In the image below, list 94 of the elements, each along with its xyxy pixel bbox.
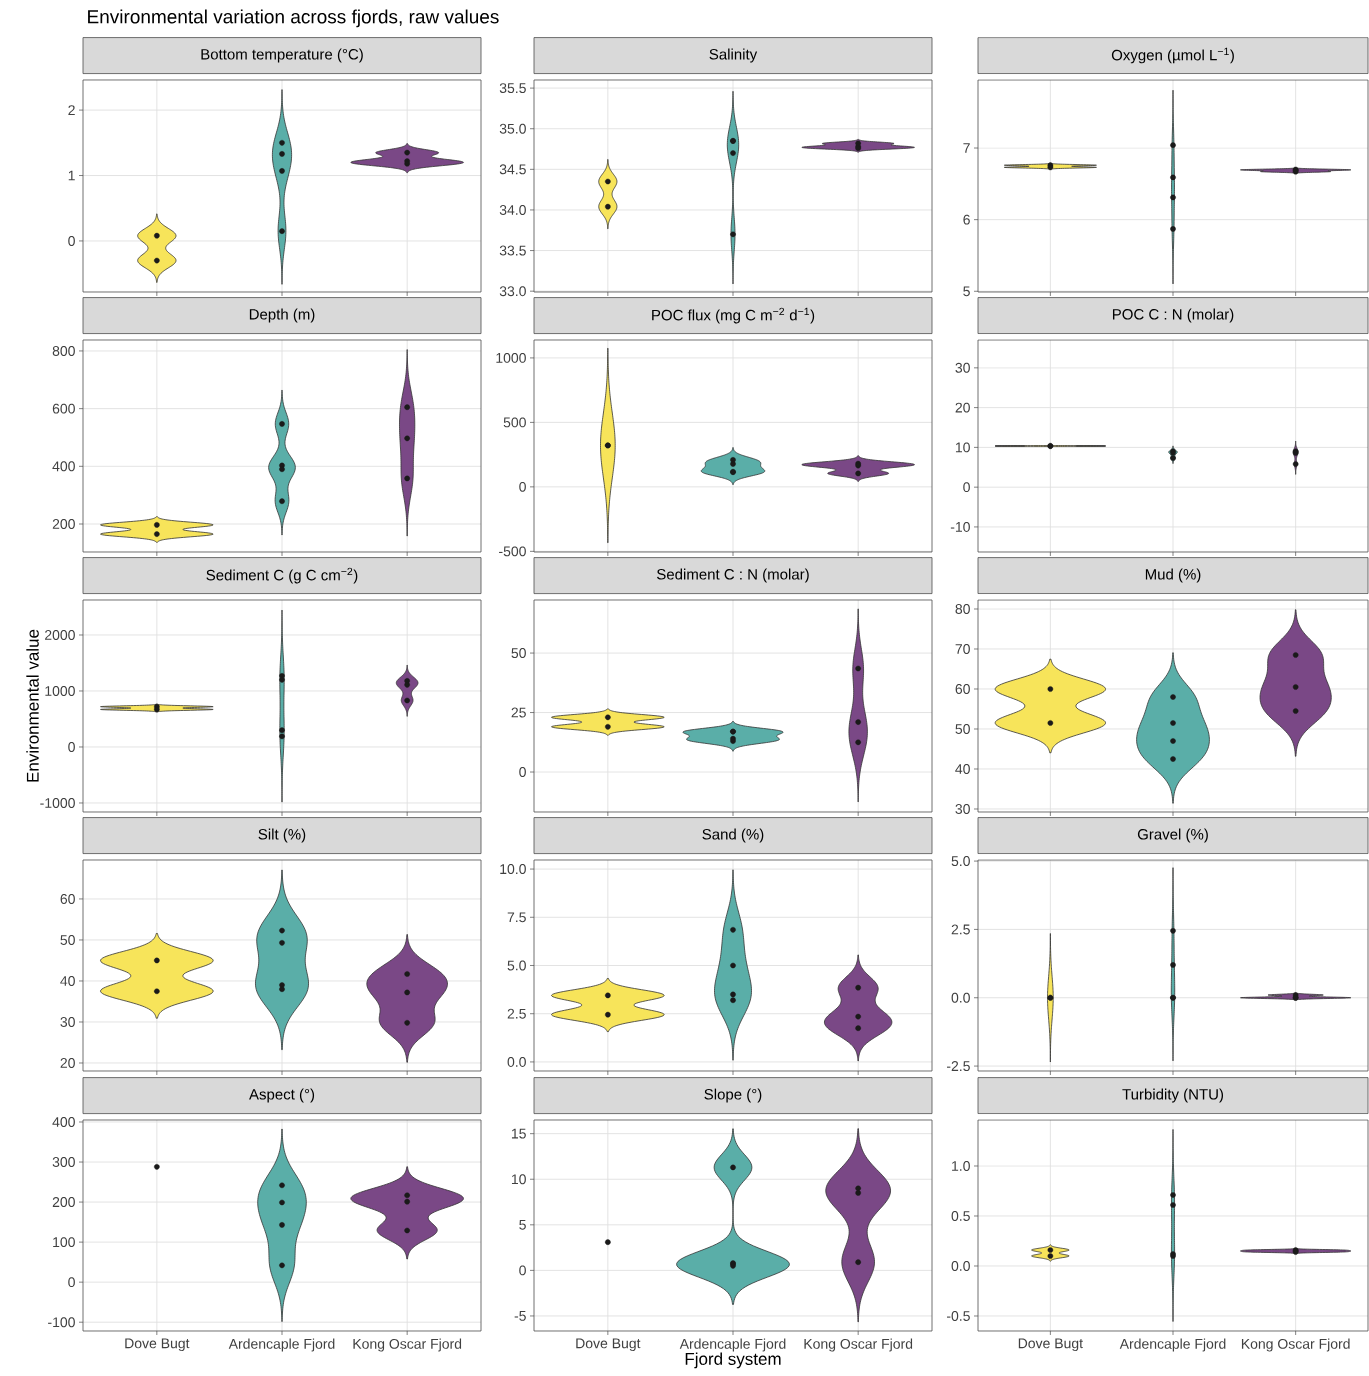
y-tick-label: 25 <box>511 707 526 718</box>
y-tick-label: 10.0 <box>500 864 526 875</box>
chart-title: Sediment C : N (molar) <box>657 568 809 583</box>
chart-title: Slope (°) <box>704 1088 762 1103</box>
x-tick-label: Kong Oscar Fjord <box>353 1338 462 1352</box>
x-tick-label: Kong Oscar Fjord <box>804 1338 913 1352</box>
y-tick-label: 2 <box>68 105 75 115</box>
y-tick-label: 70 <box>955 644 970 654</box>
y-tick-label: 0 <box>68 235 75 246</box>
y-tick-label: -2.5 <box>946 1061 970 1072</box>
y-tick-label: 5 <box>963 286 970 297</box>
y-tick-label: 50 <box>511 648 526 659</box>
y-tick-label: 10 <box>511 1174 526 1185</box>
y-tick-label: 0 <box>519 767 526 777</box>
y-tick-label: 50 <box>955 724 970 734</box>
y-tick-label: 35.5 <box>499 83 526 94</box>
y-tick-label: 35.0 <box>499 123 526 134</box>
y-tick-label: 0.0 <box>951 992 970 1003</box>
y-tick-label: 2.5 <box>507 1008 526 1019</box>
chart-title: Sediment C (g C cm$^{−2}$) <box>206 567 358 584</box>
y-tick-label: -10 <box>950 521 970 532</box>
y-tick-label: -5 <box>514 1311 526 1321</box>
chart-title: Bottom temperature (°C) <box>201 48 363 63</box>
y-tick-label: 0.5 <box>951 1211 970 1221</box>
y-tick-label: -0.5 <box>946 1311 970 1321</box>
chart-title: Oxygen (µmol L$^{−1}$) <box>1111 47 1234 64</box>
y-tick-label: 200 <box>52 1197 75 1208</box>
y-tick-label: 0.0 <box>951 1261 970 1271</box>
x-tick-label: Ardencaple Fjord <box>1119 1338 1226 1352</box>
y-tick-label: 30 <box>955 362 970 373</box>
y-tick-label: -500 <box>499 546 526 557</box>
y-tick-label: 0 <box>519 481 526 492</box>
y-tick-label: 50 <box>60 935 75 945</box>
y-tick-label: 34.0 <box>499 204 526 215</box>
y-tick-label: 1 <box>68 170 75 181</box>
y-tick-label: 2.5 <box>951 924 970 935</box>
y-tick-label: 0.0 <box>507 1056 526 1067</box>
y-tick-label: 30 <box>955 804 970 814</box>
y-tick-label: 15 <box>511 1128 526 1139</box>
y-tick-label: 20 <box>955 402 970 413</box>
y-tick-label: 80 <box>955 604 970 614</box>
y-tick-label: 400 <box>52 461 75 472</box>
y-tick-label: -1000 <box>40 798 75 808</box>
y-tick-label: 33.5 <box>499 245 526 256</box>
y-tick-label: 400 <box>52 1117 75 1127</box>
y-axis-title: Environmental value <box>26 629 39 782</box>
y-tick-label: -100 <box>48 1317 75 1328</box>
y-tick-label: 5 <box>519 1219 526 1230</box>
y-tick-label: 5.0 <box>951 856 970 867</box>
chart-title: Silt (%) <box>258 828 306 843</box>
y-tick-label: 30 <box>60 1017 75 1027</box>
y-tick-label: 20 <box>60 1058 75 1068</box>
x-tick-label: Ardencaple Fjord <box>228 1338 335 1352</box>
y-tick-label: 0 <box>519 1265 526 1276</box>
chart-title: POC flux (mg C m$^{−2}$ d$^{−1}$) <box>652 307 815 324</box>
chart-title: Sand (%) <box>702 828 764 843</box>
x-tick-label: Kong Oscar Fjord <box>1241 1338 1350 1352</box>
y-tick-label: 40 <box>955 764 970 774</box>
chart-title: Salinity <box>709 48 758 63</box>
y-tick-label: 1.0 <box>952 1161 970 1171</box>
y-tick-label: 5.0 <box>507 960 526 971</box>
y-tick-label: 1000 <box>45 686 75 696</box>
y-tick-label: 2000 <box>45 630 75 640</box>
y-tick-label: 60 <box>955 684 970 694</box>
y-tick-label: 7 <box>963 143 970 153</box>
chart-title: Aspect (°) <box>249 1088 315 1103</box>
chart-title: Mud (%) <box>1145 568 1201 583</box>
y-tick-label: 0 <box>68 742 75 752</box>
x-tick-label: Ardencaple Fjord <box>679 1338 786 1352</box>
y-tick-label: 60 <box>60 893 75 904</box>
chart-title: Turbidity (NTU) <box>1122 1088 1224 1103</box>
y-tick-label: 10 <box>955 442 970 453</box>
y-tick-label: 200 <box>52 519 75 529</box>
x-tick-label: Dove Bugt <box>125 1338 190 1352</box>
y-tick-label: 1000 <box>496 352 526 363</box>
y-tick-label: 7.5 <box>507 912 526 923</box>
y-tick-label: 800 <box>52 345 75 356</box>
y-tick-label: 600 <box>52 403 75 414</box>
y-tick-label: 40 <box>60 976 75 986</box>
text: Environmental variation across fjords, raw values <box>88 9 499 28</box>
y-tick-label: 6 <box>963 214 970 225</box>
y-tick-label: 100 <box>53 1237 75 1248</box>
y-tick-label: 0 <box>963 482 970 493</box>
y-tick-label: 300 <box>52 1157 75 1167</box>
x-axis-title: Fjord system <box>685 1352 781 1369</box>
chart-title: Depth (m) <box>249 308 315 323</box>
x-tick-label: Dove Bugt <box>576 1338 641 1352</box>
y-tick-label: 34.5 <box>499 164 526 175</box>
chart-title: POC C : N (molar) <box>1112 308 1234 323</box>
x-tick-label: Dove Bugt <box>1018 1338 1083 1352</box>
y-tick-label: 0 <box>68 1277 75 1288</box>
y-tick-label: 33.0 <box>499 286 526 297</box>
y-tick-label: 500 <box>503 417 526 428</box>
chart-title: Gravel (%) <box>1137 828 1208 843</box>
